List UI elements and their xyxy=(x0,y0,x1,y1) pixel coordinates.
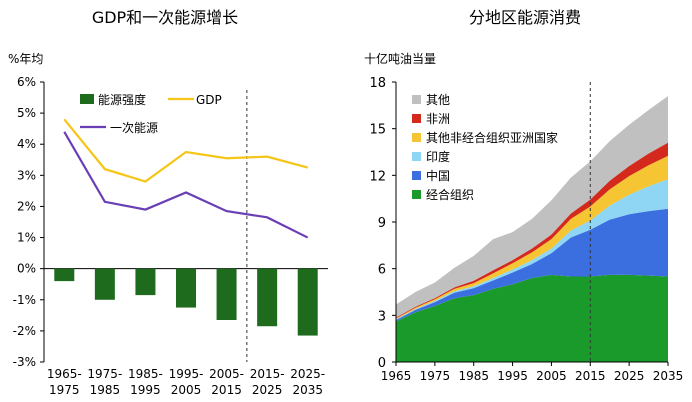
bar-energy-intensity xyxy=(216,268,237,320)
left-x-tick-label: 2025- xyxy=(290,367,325,381)
bar-energy-intensity xyxy=(54,268,75,282)
left-x-tick-label: 2015- xyxy=(250,367,285,381)
legend-swatch-region xyxy=(412,114,421,123)
right-y-tick-label: 12 xyxy=(369,169,386,184)
left-x-tick-label: 2005 xyxy=(171,383,202,397)
left-chart: -3% -2% -1% 0% 1% 2% 3% 4% 5% 6% 1965- 1975 1975- 198… xyxy=(13,75,328,397)
area-series-5 xyxy=(396,96,668,318)
left-x-tick-label: 2025 xyxy=(252,383,283,397)
left-y-tick-label: -2% xyxy=(13,324,36,338)
line-primary-energy xyxy=(63,131,309,239)
right-x-tick-label: 1995 xyxy=(497,369,528,383)
area-series-3 xyxy=(396,155,668,320)
legend-swatch-region xyxy=(412,171,421,180)
left-chart-y-unit: %年均 xyxy=(8,52,44,66)
legend-label-region: 非洲 xyxy=(426,112,450,126)
legend-swatch-region xyxy=(412,152,421,161)
left-y-tick-label: 3% xyxy=(17,168,36,182)
left-y-tick-label: 6% xyxy=(17,75,36,89)
left-x-tick-label: 1965- xyxy=(47,367,82,381)
bar-energy-intensity xyxy=(257,268,278,327)
area-series-4 xyxy=(396,142,668,319)
legend-swatch-region xyxy=(412,190,421,199)
left-x-tick-label: 1995 xyxy=(130,383,161,397)
left-y-tick-label: 2% xyxy=(17,199,36,213)
legend-swatch-region xyxy=(412,133,421,142)
area-series-0 xyxy=(396,274,668,362)
left-x-tick-label: 1985- xyxy=(128,367,163,381)
legend-label-region: 印度 xyxy=(426,149,450,164)
line-gdp xyxy=(63,118,308,183)
right-x-tick-label: 1975 xyxy=(420,369,451,383)
bar-energy-intensity xyxy=(176,268,196,308)
legend-label-region: 其他非经合组织亚洲国家 xyxy=(426,130,558,145)
left-chart-title: GDP和一次能源增长 xyxy=(91,8,239,27)
right-y-tick-label: 15 xyxy=(369,123,386,138)
right-x-tick-label: 2015 xyxy=(575,369,606,383)
left-x-tick-label: 1995- xyxy=(169,367,204,381)
left-x-tick-label: 2015 xyxy=(211,383,242,397)
right-x-tick-label: 1985 xyxy=(458,369,489,383)
bar-energy-intensity xyxy=(94,268,115,300)
bar-energy-intensity xyxy=(297,268,318,336)
legend-label-region: 经合组织 xyxy=(426,187,474,202)
left-y-tick-label: 4% xyxy=(17,137,36,151)
right-y-tick-label: 6 xyxy=(378,263,386,278)
left-x-tick-label: 1975 xyxy=(49,383,80,397)
right-y-tick-label: 0 xyxy=(378,356,386,371)
legend-label-primary-energy: 一次能源 xyxy=(110,121,158,135)
left-x-tick-label: 1985 xyxy=(90,383,121,397)
right-x-tick-label: 1965 xyxy=(381,369,412,383)
left-y-tick-label: 5% xyxy=(17,106,36,120)
left-y-tick-label: 0% xyxy=(17,262,36,276)
area-series-1 xyxy=(396,208,668,322)
right-chart-y-unit: 十亿吨油当量 xyxy=(364,52,437,66)
left-y-tick-label: 1% xyxy=(17,231,36,245)
right-x-tick-label: 2005 xyxy=(536,369,567,383)
legend-swatch-energy-intensity xyxy=(80,94,94,104)
legend-swatch-region xyxy=(412,95,421,104)
right-x-tick-label: 2035 xyxy=(653,369,684,383)
left-x-tick-label: 1975- xyxy=(87,367,122,381)
right-x-tick-label: 2025 xyxy=(614,369,645,383)
bar-energy-intensity xyxy=(135,268,156,296)
right-chart: 0 3 6 9 12 15 18 1965 1975 1985 1995 2005 2015 2025 20… xyxy=(369,76,684,383)
legend-label-gdp: GDP xyxy=(196,93,222,107)
area-series-2 xyxy=(396,179,668,320)
right-y-tick-label: 9 xyxy=(378,216,386,231)
left-x-tick-label: 2035 xyxy=(292,383,323,397)
left-x-tick-label: 2005- xyxy=(209,367,244,381)
right-y-tick-label: 18 xyxy=(369,76,386,91)
legend-label-energy-intensity: 能源强度 xyxy=(98,92,146,107)
left-y-tick-label: -3% xyxy=(13,355,36,369)
right-chart-title: 分地区能源消费 xyxy=(468,8,581,27)
right-y-tick-label: 3 xyxy=(378,309,386,324)
legend-label-region: 中国 xyxy=(426,168,450,183)
legend-label-region: 其他 xyxy=(426,93,450,107)
left-y-tick-label: -1% xyxy=(13,293,36,307)
